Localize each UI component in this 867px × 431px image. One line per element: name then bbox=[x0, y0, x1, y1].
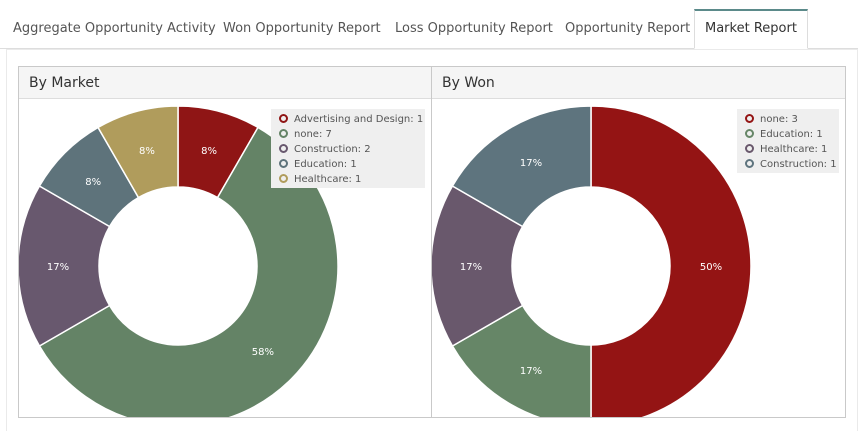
legend-item[interactable]: Advertising and Design: 1 bbox=[279, 112, 424, 127]
slice-label: 17% bbox=[460, 262, 482, 273]
tab-aggregate-opportunity-activity[interactable]: Aggregate Opportunity Activity bbox=[13, 21, 216, 36]
by-market-legend: Advertising and Design: 1 none: 7 Construc… bbox=[271, 109, 425, 188]
by-market-donut-chart: 8% 58% 17% 8% 8% bbox=[19, 105, 339, 418]
legend-item[interactable]: none: 7 bbox=[279, 127, 421, 142]
slice-label: 8% bbox=[201, 146, 217, 157]
legend-item[interactable]: none: 3 bbox=[745, 112, 835, 127]
slice-none[interactable] bbox=[590, 105, 752, 418]
legend-label: none: 3 bbox=[760, 114, 798, 125]
legend-label: Education: 1 bbox=[760, 129, 823, 140]
tab-market-report[interactable]: Market Report bbox=[694, 9, 808, 49]
legend-marker-icon bbox=[745, 143, 754, 153]
legend-label: Healthcare: 1 bbox=[294, 174, 362, 185]
tab-won-opportunity-report[interactable]: Won Opportunity Report bbox=[223, 21, 381, 36]
slice-label: 17% bbox=[47, 262, 69, 273]
by-won-donut-chart: 50% 17% 17% 17% bbox=[432, 105, 752, 418]
by-market-panel: 8% 58% 17% 8% 8% By Market Advertising and D… bbox=[18, 66, 432, 418]
legend-marker-icon bbox=[745, 113, 754, 123]
legend-marker-icon bbox=[279, 113, 288, 123]
slice-label: 58% bbox=[252, 347, 274, 358]
slice-healthcare[interactable] bbox=[96, 105, 179, 199]
legend-item[interactable]: Construction: 1 bbox=[745, 157, 837, 172]
legend-label: Healthcare: 1 bbox=[760, 144, 828, 155]
slice-label: 8% bbox=[139, 146, 155, 157]
legend-marker-icon bbox=[745, 158, 754, 168]
legend-item[interactable]: Education: 1 bbox=[745, 127, 835, 142]
legend-item[interactable]: Healthcare: 1 bbox=[745, 142, 835, 157]
tab-opportunity-report[interactable]: Opportunity Report bbox=[565, 21, 691, 36]
legend-label: Construction: 2 bbox=[294, 144, 371, 155]
legend-marker-icon bbox=[279, 158, 288, 168]
legend-item[interactable]: Construction: 2 bbox=[279, 142, 421, 157]
legend-label: Advertising and Design: 1 bbox=[294, 114, 424, 125]
legend-item[interactable]: Healthcare: 1 bbox=[279, 172, 421, 187]
tab-loss-opportunity-report[interactable]: Loss Opportunity Report bbox=[395, 21, 553, 36]
by-market-title: By Market bbox=[19, 67, 431, 99]
slice-label: 50% bbox=[700, 262, 722, 273]
slice-construction[interactable] bbox=[451, 105, 592, 228]
by-won-legend: none: 3 Education: 1 Healthcare: 1 Construc… bbox=[737, 109, 839, 173]
legend-marker-icon bbox=[745, 128, 754, 138]
slice-label: 8% bbox=[85, 177, 101, 188]
by-won-panel: 50% 17% 17% 17% By Won none: 3 Education: 1 H… bbox=[431, 66, 846, 418]
slice-none[interactable] bbox=[38, 126, 339, 418]
legend-label: Construction: 1 bbox=[760, 159, 837, 170]
legend-marker-icon bbox=[279, 128, 288, 138]
report-tabs: Aggregate Opportunity Activity Won Oppor… bbox=[0, 9, 858, 49]
legend-item[interactable]: Education: 1 bbox=[279, 157, 421, 172]
legend-label: Education: 1 bbox=[294, 159, 357, 170]
slice-label: 17% bbox=[520, 158, 542, 169]
slice-label: 17% bbox=[520, 366, 542, 377]
legend-marker-icon bbox=[279, 173, 288, 183]
legend-label: none: 7 bbox=[294, 129, 332, 140]
by-won-title: By Won bbox=[432, 67, 845, 99]
legend-marker-icon bbox=[279, 143, 288, 153]
